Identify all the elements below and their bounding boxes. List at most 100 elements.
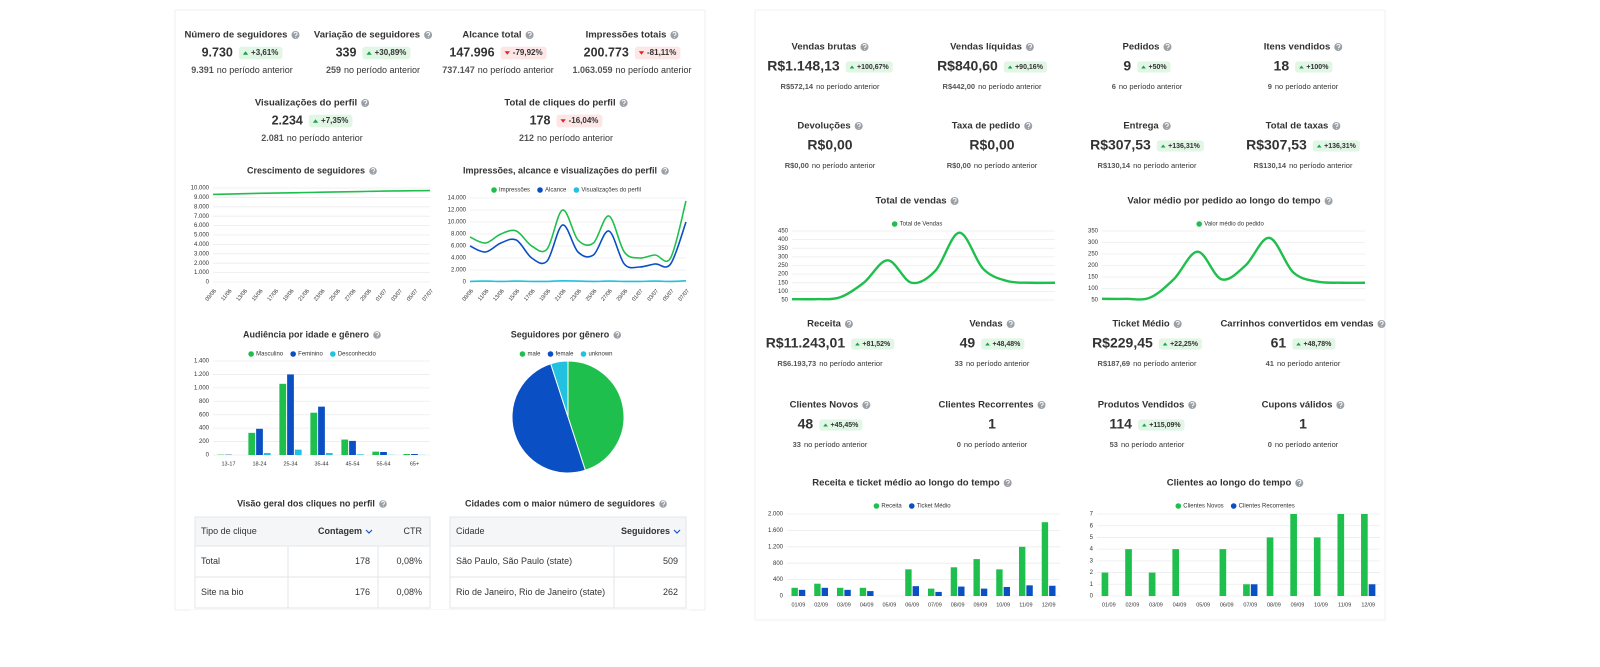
pie-slice <box>511 363 586 474</box>
badge-bg <box>1295 61 1333 73</box>
y-tick-label: 14.000 <box>448 196 467 202</box>
chart-title: Cidades com o maior número de seguidores <box>465 498 655 508</box>
y-tick-label: 5 <box>1090 535 1094 541</box>
x-tick-label: 06/09 <box>1220 602 1234 608</box>
kpi-badge: +100% <box>1295 61 1333 73</box>
kpi-label: Pedidos <box>1123 42 1160 53</box>
badge-bg <box>1292 338 1336 350</box>
help-icon <box>854 122 863 130</box>
y-tick-label: 10.000 <box>191 186 210 192</box>
badge-arrow <box>855 342 860 346</box>
chart-title: Receita e ticket médio ao longo do tempo <box>812 478 1000 489</box>
bar <box>1337 514 1345 596</box>
badge-text: -81,11% <box>647 48 676 57</box>
bar <box>411 453 418 455</box>
x-tick-label: 11/09 <box>1338 602 1351 608</box>
badge-text: +7,35% <box>321 116 348 125</box>
badge-arrow <box>1299 65 1304 69</box>
bar <box>372 451 380 455</box>
table-header-bg <box>194 516 431 547</box>
legend-swatch <box>519 351 526 357</box>
bar <box>294 449 302 455</box>
badge-bg <box>556 114 603 128</box>
kpi-value: R$307,53 <box>1090 137 1151 153</box>
kpi-value: 114 <box>1109 416 1132 432</box>
kpi-label: Receita <box>807 319 842 330</box>
bar <box>836 587 844 596</box>
y-tick-label: 800 <box>199 399 210 405</box>
bar <box>403 453 411 455</box>
legend-swatch <box>580 351 587 357</box>
kpi-label: Devoluções <box>797 121 850 132</box>
help-mark <box>615 332 620 336</box>
badge-text: -16,04% <box>569 116 599 125</box>
y-tick-label: 8.000 <box>451 232 467 238</box>
legend: Total de Vendas <box>891 221 942 228</box>
bar <box>1041 522 1049 596</box>
legend-swatch <box>248 351 254 357</box>
badge-arrow <box>1141 423 1147 427</box>
badge-arrow <box>1141 65 1146 69</box>
line-series <box>469 279 687 283</box>
line-series <box>1101 236 1366 301</box>
help-icon <box>1332 122 1341 130</box>
help-icon <box>361 99 370 107</box>
y-tick-label: 400 <box>199 426 210 432</box>
badge-text: -79,92% <box>513 48 543 57</box>
help-mark <box>1039 401 1044 406</box>
help-mark <box>661 501 665 505</box>
help-mark <box>1165 43 1170 48</box>
help-icon <box>862 401 871 409</box>
kpi-value: 147.996 <box>449 45 494 59</box>
help-dot <box>664 172 666 174</box>
kpi-badge: +50% <box>1137 61 1171 73</box>
legend-label: Receita <box>881 504 902 510</box>
previous-value: 53 <box>1110 440 1118 449</box>
kpi-label: Vendas líquidas <box>950 42 1022 53</box>
kpi-value: 9.730 <box>202 45 233 59</box>
help-mark <box>621 99 626 104</box>
y-tick-label: 250 <box>778 263 789 269</box>
help-mark <box>1164 122 1169 127</box>
help-icon <box>860 43 869 51</box>
badge-bg <box>634 46 681 60</box>
help-icon <box>369 167 377 175</box>
kpi-badge: +45,45% <box>819 419 863 431</box>
help-icon <box>613 331 622 339</box>
x-tick-label: 12/09 <box>1042 602 1056 608</box>
help-mark <box>1026 122 1031 127</box>
bar <box>935 591 942 596</box>
badge-bg <box>1137 61 1171 73</box>
bar <box>867 591 874 596</box>
badge-bg <box>819 419 863 431</box>
table-cell-text: 0,08% <box>396 587 422 597</box>
y-tick-label: 300 <box>1088 240 1099 246</box>
badge-bg <box>1003 61 1047 73</box>
y-tick-label: 150 <box>1088 275 1099 281</box>
table-cell-text: 509 <box>663 556 678 566</box>
kpi-previous: 41 no período anterior <box>1266 359 1341 368</box>
kpi-badge: -16,04% <box>556 114 603 128</box>
previous-value: R$6.193,73 <box>777 359 816 368</box>
x-tick-label: 35-44 <box>314 461 328 467</box>
kpi-badge: +90,16% <box>1003 61 1047 73</box>
kpi-value: 48 <box>798 416 814 432</box>
legend: Receita Ticket Médio <box>873 503 951 510</box>
previous-text: no período anterior <box>478 65 554 75</box>
x-tick-label: 10/09 <box>996 602 1010 608</box>
kpi-label: Impressões totais <box>586 30 667 41</box>
kpi-previous: R$6.193,73 no período anterior <box>777 359 883 368</box>
previous-text: no período anterior <box>812 161 876 170</box>
badge-bg <box>362 46 411 60</box>
table-cell-text: 178 <box>355 556 370 566</box>
help-mark <box>1336 43 1341 48</box>
bar <box>1172 549 1180 596</box>
bar <box>1290 514 1297 596</box>
help-dot <box>864 48 866 50</box>
y-tick-label: 600 <box>199 412 210 418</box>
table-cell <box>287 576 379 609</box>
help-dot <box>1167 48 1169 50</box>
badge-text: +50% <box>1148 64 1167 71</box>
kpi-value: R$840,60 <box>937 58 998 74</box>
